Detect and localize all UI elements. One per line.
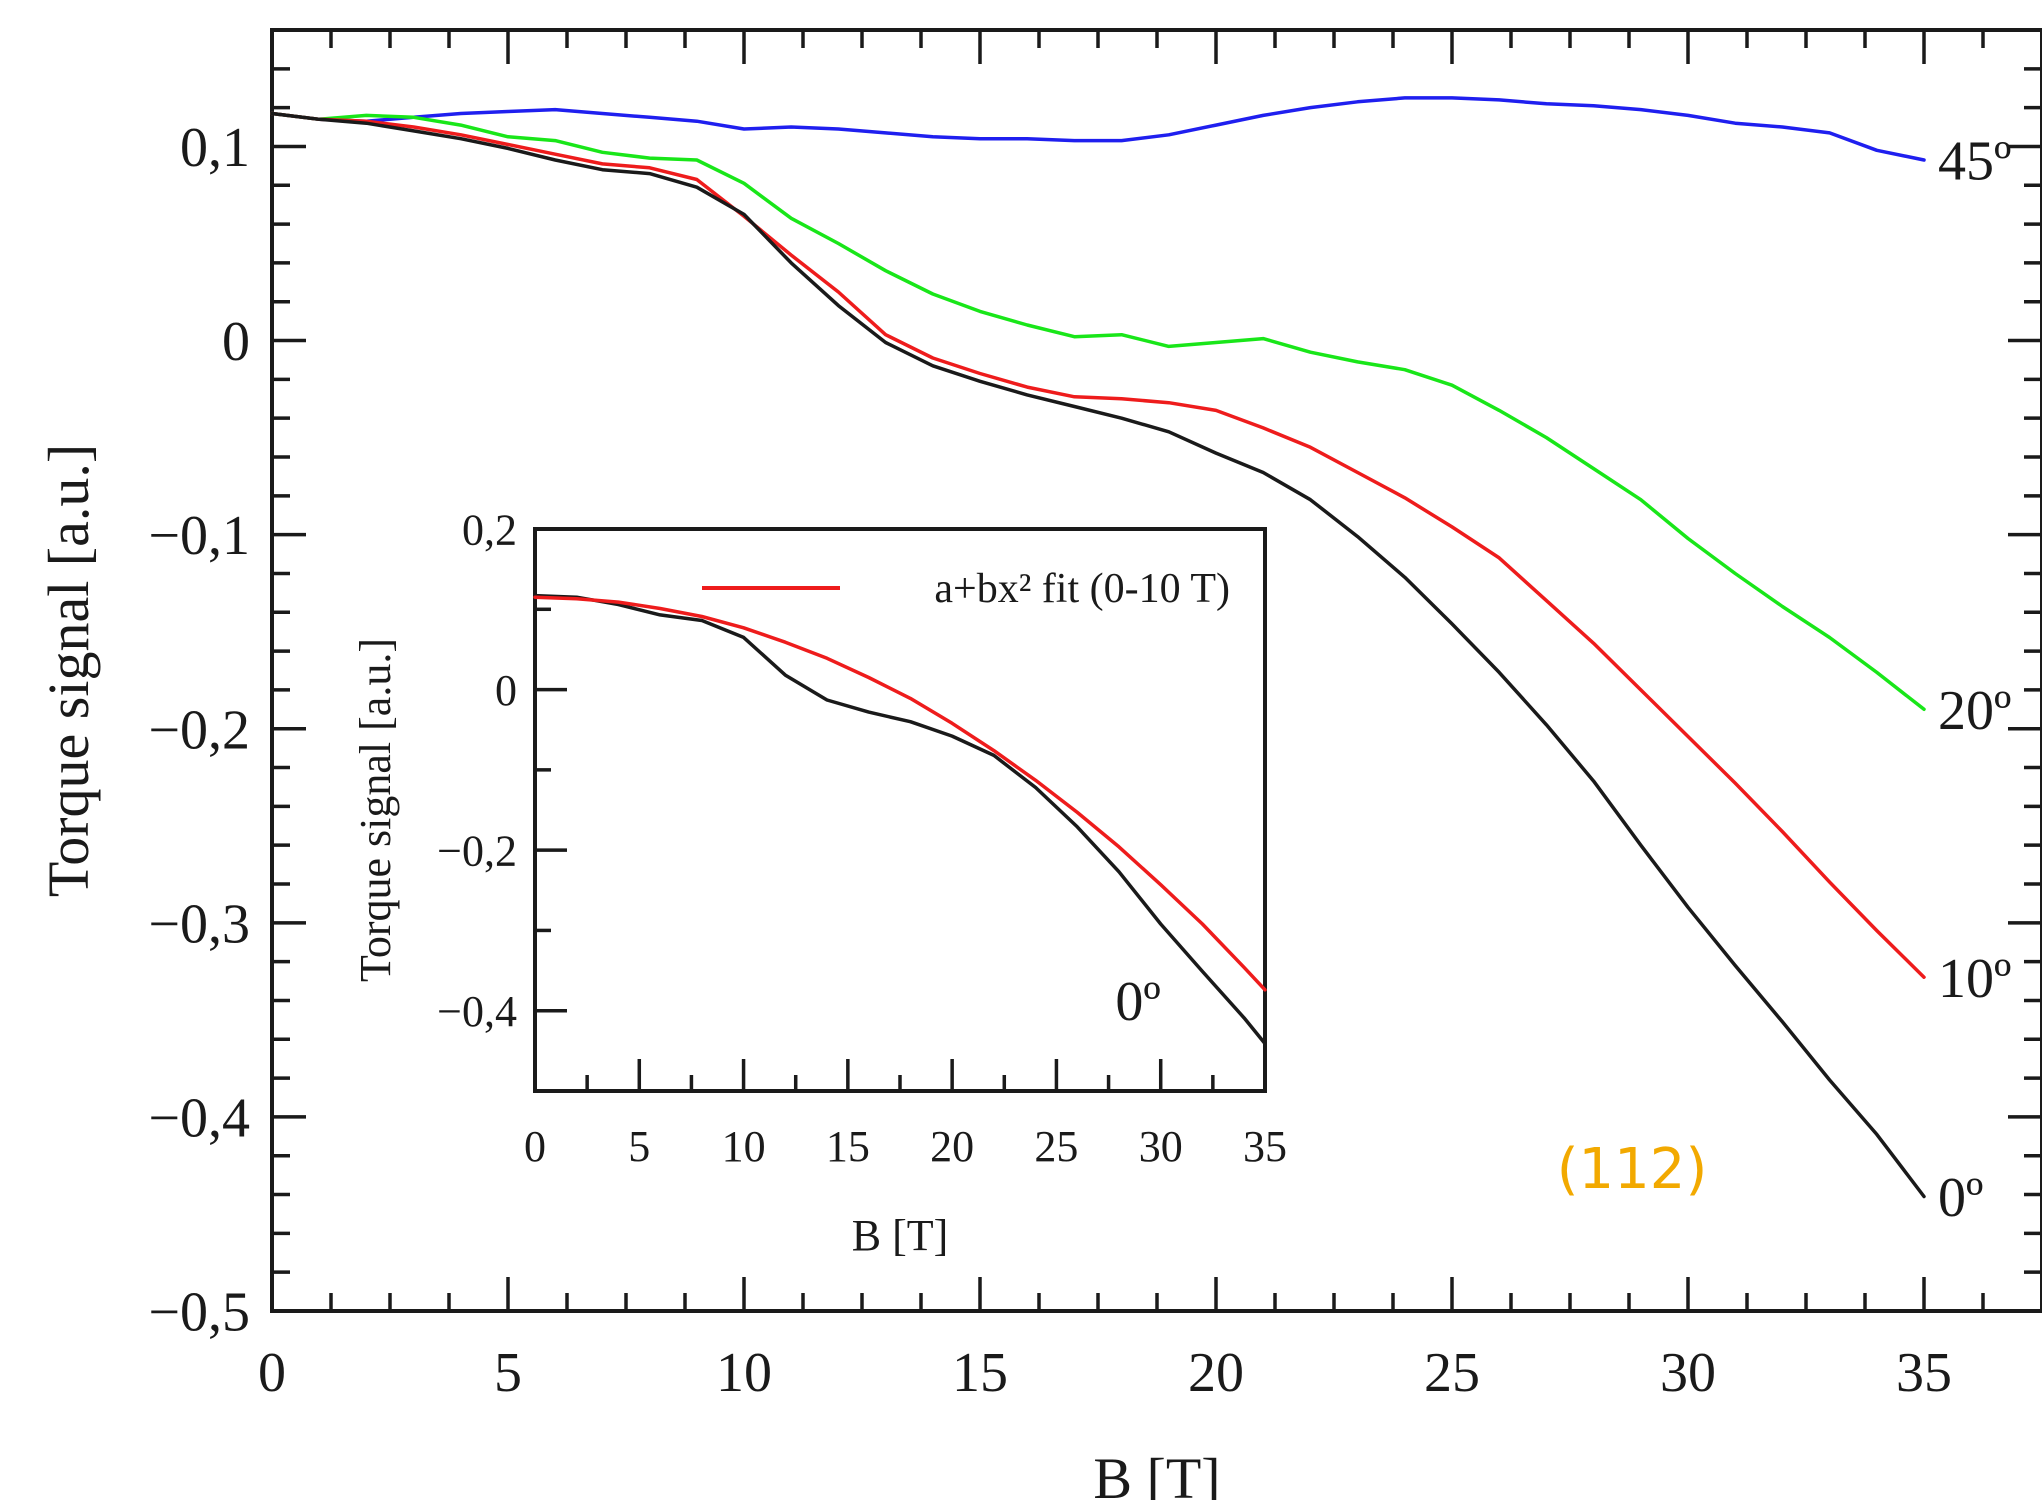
inset-frame xyxy=(533,527,1267,1093)
main-series-line-1 xyxy=(270,111,1926,712)
main-x-tick-label: 35 xyxy=(1896,1342,1952,1404)
inset-y-tick-label: −0,4 xyxy=(437,987,517,1036)
inset-x-tick-label: 25 xyxy=(1034,1122,1078,1171)
main-y-tick-label: −0,2 xyxy=(148,699,250,761)
main-y-tick-label: 0 xyxy=(222,311,250,373)
main-x-axis-title: B [T] xyxy=(1093,1446,1220,1500)
main-x-tick-label: 20 xyxy=(1188,1342,1244,1404)
main-x-tick-label: 15 xyxy=(952,1342,1008,1404)
inset-annotation-0deg: 0º xyxy=(1115,971,1160,1033)
main-ticks xyxy=(270,28,2042,1313)
main-x-tick-label: 10 xyxy=(716,1342,772,1404)
inset-x-axis-title: B [T] xyxy=(852,1211,949,1260)
inset-x-tick-label: 35 xyxy=(1243,1122,1287,1171)
inset-series-line-1 xyxy=(533,595,1267,992)
main-y-tick-label: 0,1 xyxy=(180,117,250,179)
main-series-label-2: 10º xyxy=(1938,948,2011,1010)
main-x-tick-label: 0 xyxy=(258,1342,286,1404)
main-x-tick-label: 25 xyxy=(1424,1342,1480,1404)
inset-y-tick-label: −0,2 xyxy=(437,827,517,876)
main-series-label-0: 45º xyxy=(1938,131,2011,193)
inset-y-axis-title: Torque signal [a.u.] xyxy=(351,638,400,982)
inset-y-tick-label: 0 xyxy=(495,666,517,715)
inset-x-tick-label: 30 xyxy=(1139,1122,1183,1171)
main-series-line-3 xyxy=(270,111,1926,1199)
inset-x-tick-label: 20 xyxy=(930,1122,974,1171)
main-series-line-2 xyxy=(270,111,1926,979)
main-series-label-1: 20º xyxy=(1938,680,2011,742)
main-y-tick-label: −0,1 xyxy=(148,505,250,567)
inset-plot: 0 5 10 15 20 25 30 35 0,2 0 −0,2 −0,4 B [T] Torque si… xyxy=(351,505,1287,1260)
main-y-axis-title: Torque signal [a.u.] xyxy=(36,444,101,897)
inset-y-tick-label: 0,2 xyxy=(462,505,517,554)
annotation-label-112: (112) xyxy=(1557,1137,1708,1202)
inset-x-tick-label: 15 xyxy=(826,1122,870,1171)
inset-x-tick-label: 5 xyxy=(628,1122,650,1171)
main-series-label-3: 0º xyxy=(1938,1167,1983,1229)
main-y-tick-label: −0,4 xyxy=(148,1088,250,1150)
inset-x-tick-label: 0 xyxy=(524,1122,546,1171)
main-y-tick-label: −0,3 xyxy=(148,893,250,955)
inset-legend-label: a+bx² fit (0-10 T) xyxy=(934,566,1230,612)
main-x-tick-label: 30 xyxy=(1660,1342,1716,1404)
inset-ticks xyxy=(533,527,1267,1093)
main-series-line-0 xyxy=(270,96,1926,162)
main-y-tick-label: −0,5 xyxy=(148,1282,250,1344)
inset-x-tick-label: 10 xyxy=(722,1122,766,1171)
main-x-tick-label: 5 xyxy=(494,1342,522,1404)
inset-series-line-0 xyxy=(533,593,1267,1046)
